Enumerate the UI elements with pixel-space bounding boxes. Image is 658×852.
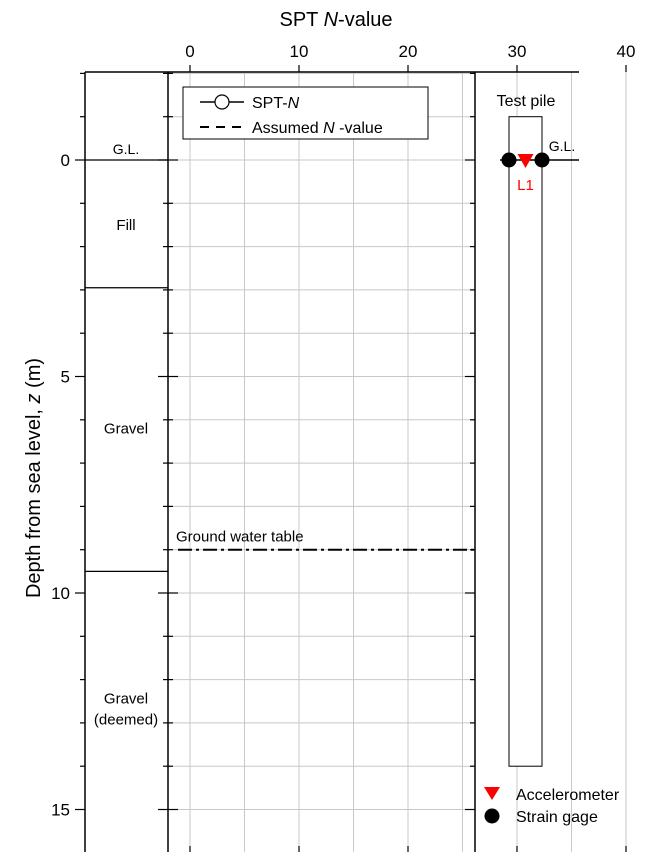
chart-gridlines <box>168 72 627 852</box>
left-tick-label: 10 <box>51 584 70 603</box>
pile-ground-level-label: G.L. <box>549 138 575 154</box>
strain-gage-right <box>534 152 550 168</box>
top-tick-label: 40 <box>617 42 636 61</box>
ground-water-table: Ground water table <box>176 529 475 551</box>
layer-label: Gravel <box>104 691 148 708</box>
top-tick-label: 20 <box>399 42 418 61</box>
top-axis-title: SPT N-value <box>279 9 392 31</box>
accelerometer-marker <box>517 154 534 168</box>
pile-body <box>508 116 543 767</box>
chart-axes <box>75 65 627 852</box>
strain-gage-legend-label: Strain gage <box>516 809 598 826</box>
chart-legend: SPT-N Assumed N -value <box>182 86 429 140</box>
accelerometer-legend-icon <box>484 787 500 800</box>
soil-column: G.L. Fill Gravel Gravel (deemed) <box>85 141 168 729</box>
ground-water-label: Ground water table <box>176 529 304 546</box>
tick-labels: 0102030405060051015 <box>51 42 636 820</box>
legend-spt-marker <box>214 94 230 110</box>
layer-label: Gravel <box>104 420 148 437</box>
sensor-label: L1 <box>517 177 534 194</box>
test-pile-diagram: Test pile G.L. L1 <box>497 93 579 767</box>
legend-spt-label: SPT-N <box>252 95 300 112</box>
pile-title: Test pile <box>497 93 556 110</box>
top-tick-label: 0 <box>185 42 194 61</box>
layer-label: Fill <box>116 217 135 234</box>
left-axis-title: Depth from sea level, z (m) <box>23 358 45 598</box>
accelerometer-legend-label: Accelerometer <box>516 787 620 804</box>
top-tick-label: 10 <box>290 42 309 61</box>
left-tick-label: 0 <box>61 151 70 170</box>
sensor-legend: Accelerometer Strain gage <box>484 787 620 826</box>
left-tick-label: 15 <box>51 801 70 820</box>
legend-assumed-label: Assumed N -value <box>252 120 383 137</box>
top-tick-label: 30 <box>508 42 527 61</box>
strain-gage-left <box>501 152 517 168</box>
left-tick-label: 5 <box>61 368 70 387</box>
strain-gage-legend-icon <box>484 808 500 824</box>
ground-level-label: G.L. <box>113 141 139 157</box>
layer-label: (deemed) <box>94 712 158 729</box>
